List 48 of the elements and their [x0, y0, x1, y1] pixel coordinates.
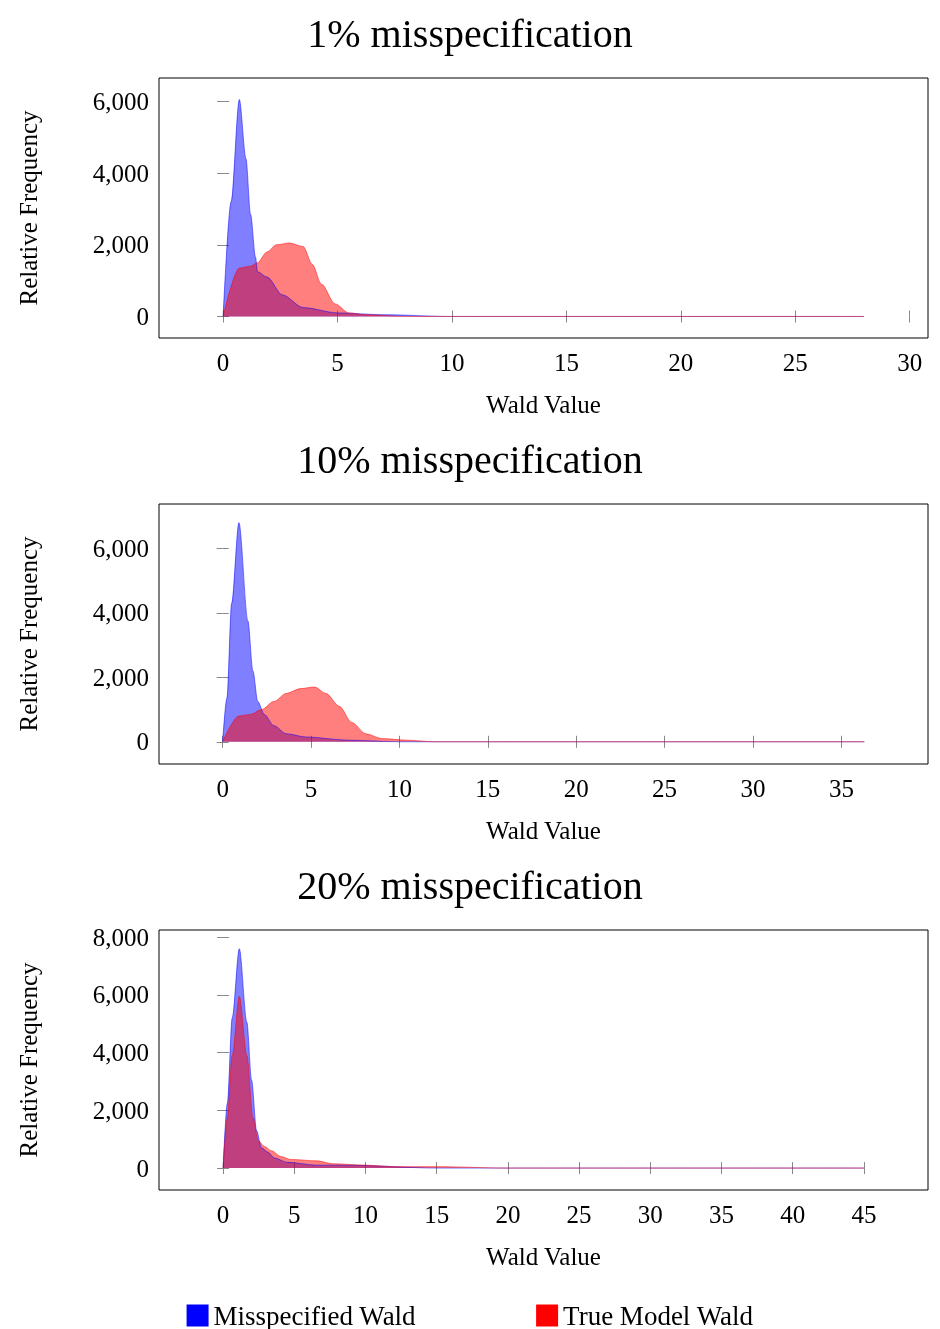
- legend-label: True Model Wald: [563, 1300, 754, 1329]
- y-tick-label: 2,000: [92, 231, 149, 259]
- x-axis-title: Wald Value: [486, 391, 601, 418]
- x-tick-label: 35: [828, 775, 854, 802]
- x-tick-label: 5: [288, 1201, 301, 1228]
- x-tick-label: 30: [897, 349, 923, 376]
- x-tick-label: 40: [780, 1201, 806, 1228]
- x-tick-label: 20: [563, 775, 589, 802]
- x-tick-label: 0: [216, 349, 230, 376]
- y-tick-label: 4,000: [92, 159, 149, 187]
- y-axis-title: Relative Frequency: [15, 535, 42, 732]
- x-tick-label: 30: [740, 775, 766, 802]
- y-axis-title: Relative Frequency: [15, 961, 42, 1158]
- x-tick-label: 25: [652, 775, 678, 802]
- x-tick-label: 15: [424, 1201, 450, 1228]
- x-tick-label: 25: [566, 1201, 592, 1228]
- x-tick-label: 15: [553, 349, 579, 376]
- y-tick-label: 4,000: [92, 1039, 149, 1067]
- x-tick-label: 20: [668, 349, 694, 376]
- y-tick-label: 6,000: [92, 87, 149, 115]
- x-axis-title: Wald Value: [486, 817, 601, 844]
- chart-title: 20% misspecification: [297, 862, 643, 908]
- chart-title: 10% misspecification: [297, 436, 643, 482]
- x-tick-label: 10: [386, 775, 412, 802]
- x-tick-label: 35: [709, 1201, 735, 1228]
- x-axis-title: Wald Value: [486, 1243, 601, 1270]
- x-tick-label: 10: [352, 1201, 378, 1228]
- y-tick-label: 2,000: [92, 663, 149, 691]
- y-tick-label: 6,000: [92, 981, 149, 1009]
- x-tick-label: 0: [216, 775, 229, 802]
- x-tick-label: 45: [851, 1201, 877, 1228]
- x-tick-label: 30: [637, 1201, 663, 1228]
- y-tick-label: 4,000: [92, 599, 149, 627]
- y-axis-title: Relative Frequency: [15, 109, 42, 306]
- y-tick-label: 2,000: [92, 1096, 149, 1124]
- y-tick-label: 8,000: [92, 923, 149, 951]
- x-tick-label: 5: [304, 775, 318, 802]
- chart-title: 1% misspecification: [307, 10, 633, 56]
- x-tick-label: 5: [331, 349, 344, 376]
- y-tick-label: 0: [136, 1154, 149, 1182]
- x-tick-label: 10: [439, 349, 465, 376]
- x-tick-label: 25: [782, 349, 808, 376]
- x-tick-label: 15: [475, 775, 501, 802]
- y-tick-label: 0: [136, 302, 149, 330]
- x-tick-label: 20: [495, 1201, 521, 1228]
- y-tick-label: 0: [136, 728, 149, 756]
- y-tick-label: 6,000: [92, 534, 149, 562]
- x-tick-label: 0: [216, 1201, 230, 1228]
